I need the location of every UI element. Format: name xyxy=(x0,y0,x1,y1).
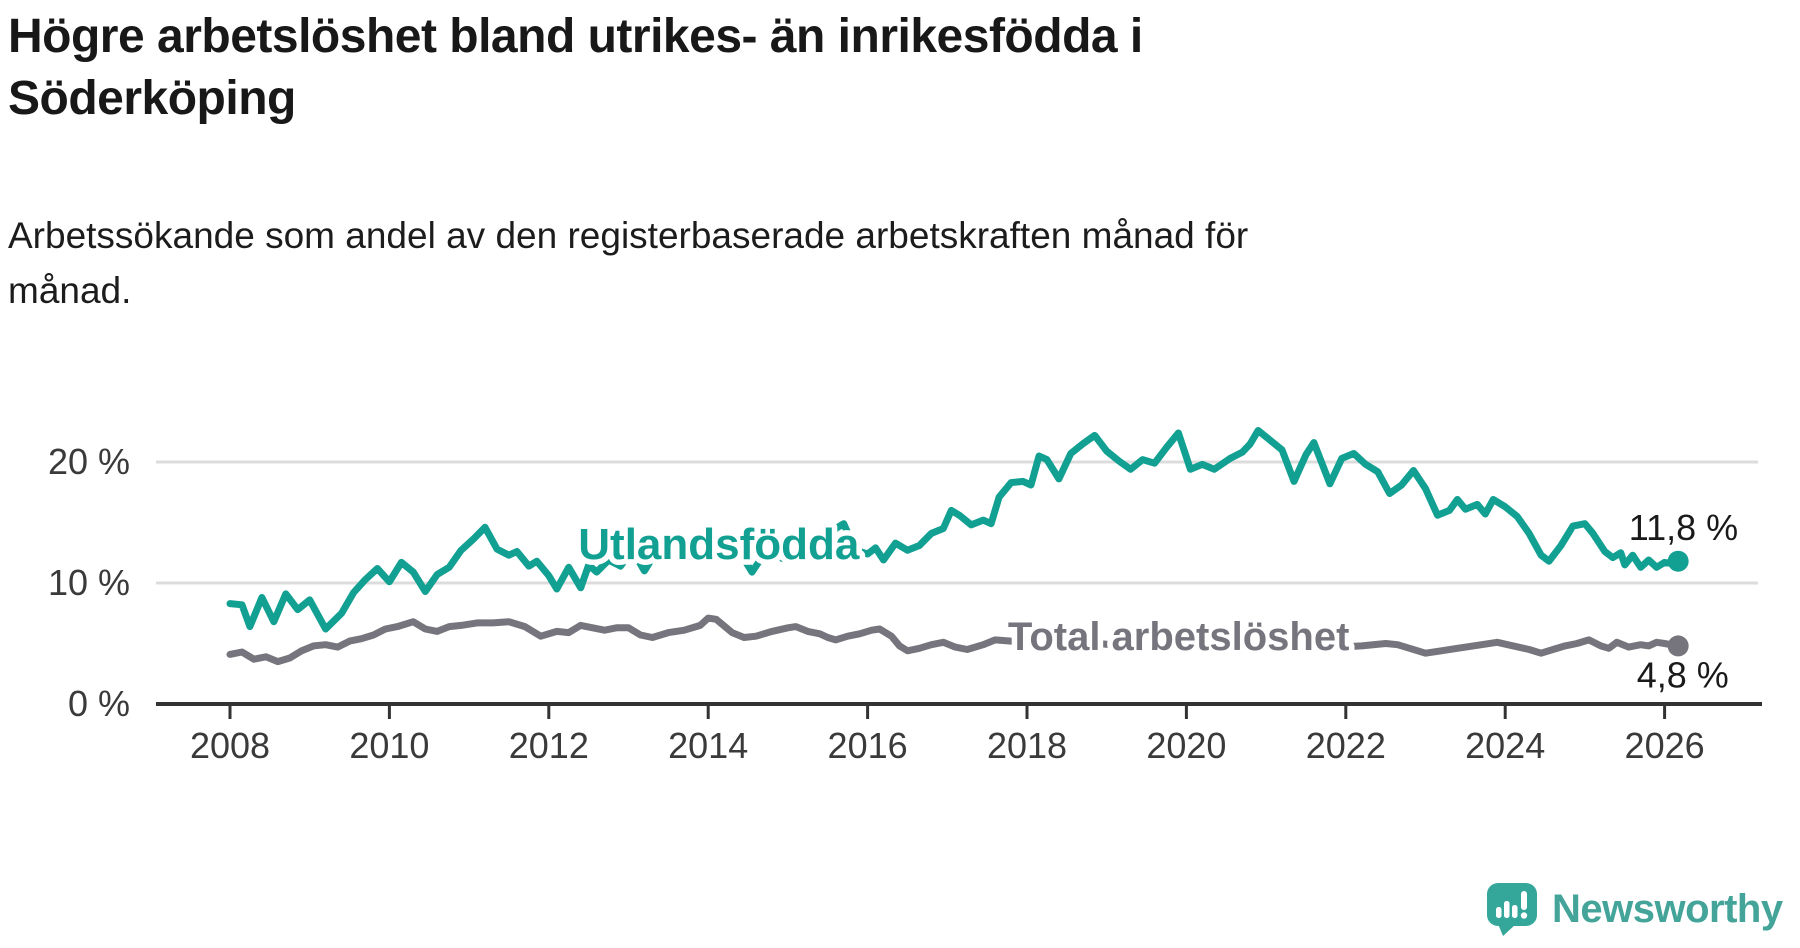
x-tick-label-2020: 2020 xyxy=(1146,725,1226,766)
y-tick-label-10: 10 % xyxy=(48,562,130,603)
x-tick-label-2022: 2022 xyxy=(1306,725,1386,766)
logo-bar-3 xyxy=(1512,905,1518,918)
logo-text: Newsworthy xyxy=(1552,886,1783,931)
logo-bubble xyxy=(1487,883,1537,926)
x-tick-label-2024: 2024 xyxy=(1465,725,1545,766)
series-labels: Utlandsfödda Total arbetslöshet xyxy=(573,514,1355,664)
end-dot-utlandsfodda xyxy=(1667,550,1689,572)
y-tick-label-0: 0 % xyxy=(68,683,130,724)
x-tick-label-2014: 2014 xyxy=(668,725,748,766)
series-end-dots xyxy=(1667,550,1689,657)
chart-subtitle-line-2: månad. xyxy=(8,270,132,311)
chart-subtitle: Arbetssökande som andel av den registerb… xyxy=(8,208,1448,318)
series-line-utlandsfodda xyxy=(226,427,1682,633)
end-value-label-total-arbetsloshet: 4,8 % xyxy=(1637,655,1729,696)
y-tick-label-20: 20 % xyxy=(48,441,130,482)
logo-bubble-tail xyxy=(1498,924,1516,936)
x-tick-label-2008: 2008 xyxy=(190,725,270,766)
x-axis-labels: 2008 2010 2012 2014 2016 2018 2020 2022 2024 2026 xyxy=(190,725,1705,766)
series-label-total-arbetsloshet: Total arbetslöshet xyxy=(1008,615,1350,659)
series-label-utlandsfodda: Utlandsfödda xyxy=(578,520,860,569)
logo-exclamation-dot xyxy=(1520,912,1528,919)
newsworthy-logo[interactable]: Newsworthy xyxy=(1486,882,1783,936)
end-dot-total-arbetsloshet xyxy=(1667,635,1689,657)
series-end-value-labels: 11,8 % 4,8 % xyxy=(1629,507,1738,696)
logo-bar-2 xyxy=(1504,901,1510,918)
logo-exclamation-bar xyxy=(1521,891,1527,910)
end-value-label-utlandsfodda: 11,8 % xyxy=(1629,507,1738,548)
x-tick-label-2010: 2010 xyxy=(349,725,429,766)
x-tick-label-2026: 2026 xyxy=(1625,725,1705,766)
page-title-line-1: Högre arbetslöshet bland utrikes- än inr… xyxy=(8,10,1143,63)
x-axis xyxy=(156,702,1762,719)
page-title-line-2: Söderköping xyxy=(8,72,296,125)
newsworthy-logo-icon xyxy=(1487,883,1537,936)
y-axis-labels: 0 % 10 % 20 % xyxy=(48,441,130,724)
x-tick-label-2016: 2016 xyxy=(828,725,908,766)
series-line-total-arbetsloshet xyxy=(226,614,1682,666)
page-title: Högre arbetslöshet bland utrikes- än inr… xyxy=(8,6,1408,130)
x-tick-label-2018: 2018 xyxy=(987,725,1067,766)
series-lines xyxy=(226,427,1682,666)
x-tick-label-2012: 2012 xyxy=(509,725,589,766)
logo-bar-1 xyxy=(1496,907,1502,918)
chart-subtitle-line-1: Arbetssökande som andel av den registerb… xyxy=(8,215,1249,256)
